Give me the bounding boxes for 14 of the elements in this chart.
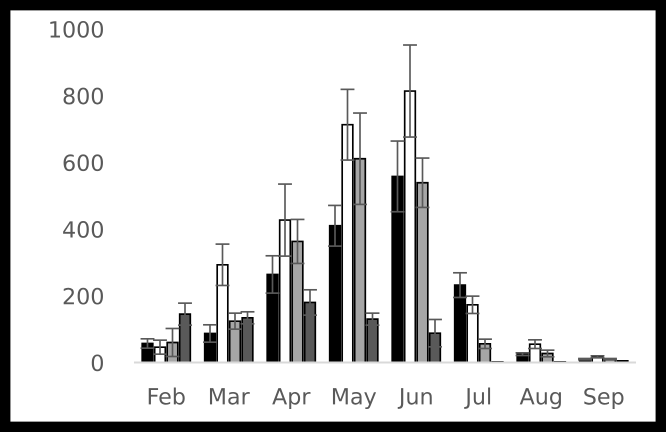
x-tick-label: Sep	[584, 388, 624, 410]
x-tick-label: Feb	[148, 388, 185, 405]
x-tick-label: Mar	[210, 388, 250, 405]
y-tick-label: 800	[64, 88, 103, 104]
x-tick-label: Aug	[520, 388, 561, 410]
x-tick-label: May	[332, 388, 376, 410]
x-tick-label: Jun	[398, 388, 432, 409]
y-tick-label: 200	[64, 288, 103, 305]
y-tick-label: 600	[64, 154, 103, 172]
y-tick-label: 400	[63, 221, 103, 238]
y-tick-label: 1000	[50, 20, 103, 38]
y-tick-label: 0	[92, 354, 103, 372]
x-tick-label: Apr	[272, 388, 310, 410]
x-tick-label: Jul	[464, 388, 490, 409]
